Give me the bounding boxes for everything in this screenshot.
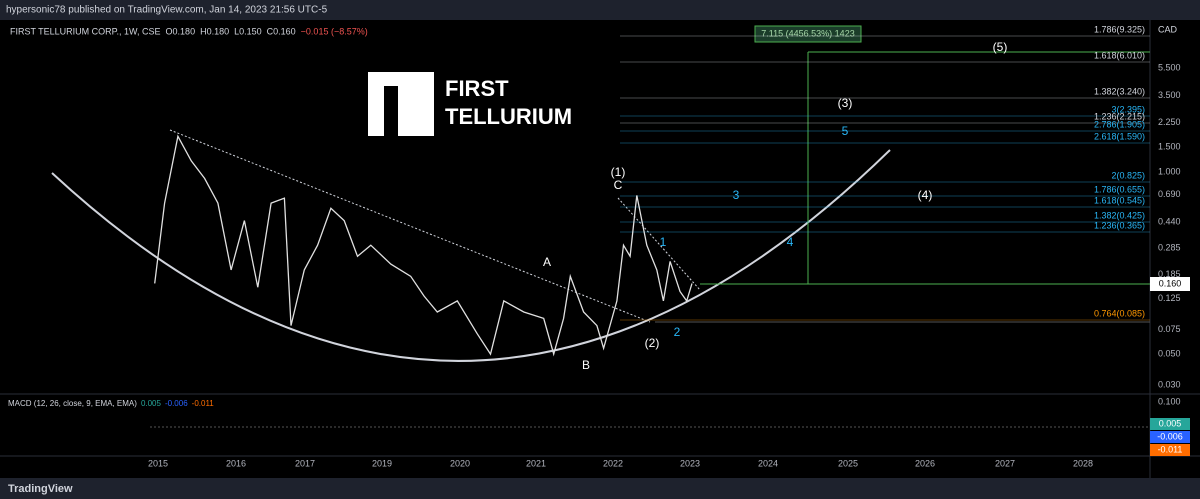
wave-label: 2	[674, 325, 681, 339]
price-tick: 0.075	[1158, 324, 1181, 334]
price-tick: 0.030	[1158, 380, 1181, 390]
title-part: FIRST TELLURIUM CORP., 1W, CSE	[10, 26, 161, 36]
fib-label: 1.618(6.010)	[1094, 50, 1145, 60]
fib-label: 1.618(0.545)	[1094, 195, 1145, 205]
currency: CAD	[1158, 24, 1178, 34]
time-tick: 2027	[995, 458, 1015, 468]
fib-label: 1.786(9.325)	[1094, 24, 1145, 34]
time-tick: 2022	[603, 458, 623, 468]
fib-label: 1.786(0.655)	[1094, 184, 1145, 194]
wave-label: 1	[660, 235, 667, 249]
time-tick: 2024	[758, 458, 778, 468]
footer-bar	[0, 478, 1200, 499]
target-text: 7.115 (4456.53%) 1423	[761, 28, 854, 38]
time-tick: 2015	[148, 458, 168, 468]
price-tick: 1.500	[1158, 142, 1181, 152]
macd-badge	[1150, 431, 1190, 443]
macd-badge	[1150, 444, 1190, 456]
macd-legend: MACD (12, 26, close, 9, EMA, EMA)	[8, 399, 137, 408]
macd-badge-text: -0.011	[1158, 444, 1183, 454]
time-tick: 2023	[680, 458, 700, 468]
title-part: L0.150	[234, 26, 262, 36]
wave-label: 4	[787, 235, 794, 249]
wave-label: (3)	[838, 96, 853, 110]
wave-label: C	[614, 178, 623, 192]
time-tick: 2026	[915, 458, 935, 468]
fib-label: 1.382(3.240)	[1094, 86, 1145, 96]
price-tick: 0.050	[1158, 349, 1181, 359]
wave-label: (2)	[645, 336, 660, 350]
fib-label: 2.786(1.905)	[1094, 119, 1145, 129]
price-line	[154, 134, 693, 357]
macd-axis-tick: 0.100	[1158, 396, 1181, 406]
price-tick: 0.285	[1158, 243, 1181, 253]
logo-icon	[368, 72, 434, 136]
wave-label: 3	[733, 188, 740, 202]
arc-curve	[51, 149, 891, 362]
macd-badge	[1150, 418, 1190, 430]
footer: TradingView	[8, 483, 73, 495]
macd-legend: -0.011	[192, 399, 215, 408]
time-tick: 2021	[526, 458, 546, 468]
title-part: −0.015 (−8.57%)	[301, 26, 368, 36]
fib-label: 1.236(2.215)	[1094, 111, 1145, 121]
title-part: C0.160	[267, 26, 296, 36]
price-tick: 5.500	[1158, 63, 1181, 73]
wave-label: 5	[842, 124, 849, 138]
time-tick: 2020	[450, 458, 470, 468]
time-tick: 2025	[838, 458, 858, 468]
wave-label: B	[582, 358, 590, 372]
target-box	[754, 25, 862, 43]
title-part: O0.180	[166, 26, 196, 36]
fib-label: 1.382(0.425)	[1094, 210, 1145, 220]
price-tick: 0.125	[1158, 293, 1181, 303]
price-tick: 0.185	[1158, 269, 1181, 279]
fib-label: 0.764(0.085)	[1094, 308, 1145, 318]
macd-legend: -0.006	[165, 399, 188, 408]
price-tick: 0.690	[1158, 189, 1181, 199]
time-tick: 2028	[1073, 458, 1093, 468]
time-tick: 2016	[226, 458, 246, 468]
title-part: H0.180	[200, 26, 229, 36]
macd-legend: 0.005	[141, 399, 162, 408]
fib-label: 1.236(0.365)	[1094, 220, 1145, 230]
macd-badge-text: 0.005	[1159, 418, 1182, 428]
last-price: 0.160	[1159, 278, 1182, 288]
fib-label: 2.618(1.590)	[1094, 131, 1145, 141]
time-tick: 2017	[295, 458, 315, 468]
publisher: hypersonic78 published on TradingView.co…	[6, 5, 328, 16]
last-price-badge	[1150, 277, 1190, 291]
time-tick: 2019	[372, 458, 392, 468]
fib-label: 3(2.395)	[1111, 104, 1145, 114]
price-tick: 2.250	[1158, 117, 1181, 127]
wave-label: (5)	[993, 40, 1008, 54]
logo-line2: TELLURIUM	[445, 104, 572, 129]
wave-label: A	[543, 255, 551, 269]
header-bar	[0, 0, 1200, 20]
trendline-short	[617, 197, 701, 291]
price-tick: 1.000	[1158, 166, 1181, 176]
wave-label: (4)	[918, 188, 933, 202]
wave-label: (1)	[611, 165, 626, 179]
fib-label: 2(0.825)	[1111, 170, 1145, 180]
price-tick: 3.500	[1158, 90, 1181, 100]
logo-icon-cut	[384, 86, 398, 136]
macd-badge-text: -0.006	[1157, 431, 1183, 441]
price-tick: 0.440	[1158, 216, 1181, 226]
logo-line1: FIRST	[445, 76, 509, 101]
